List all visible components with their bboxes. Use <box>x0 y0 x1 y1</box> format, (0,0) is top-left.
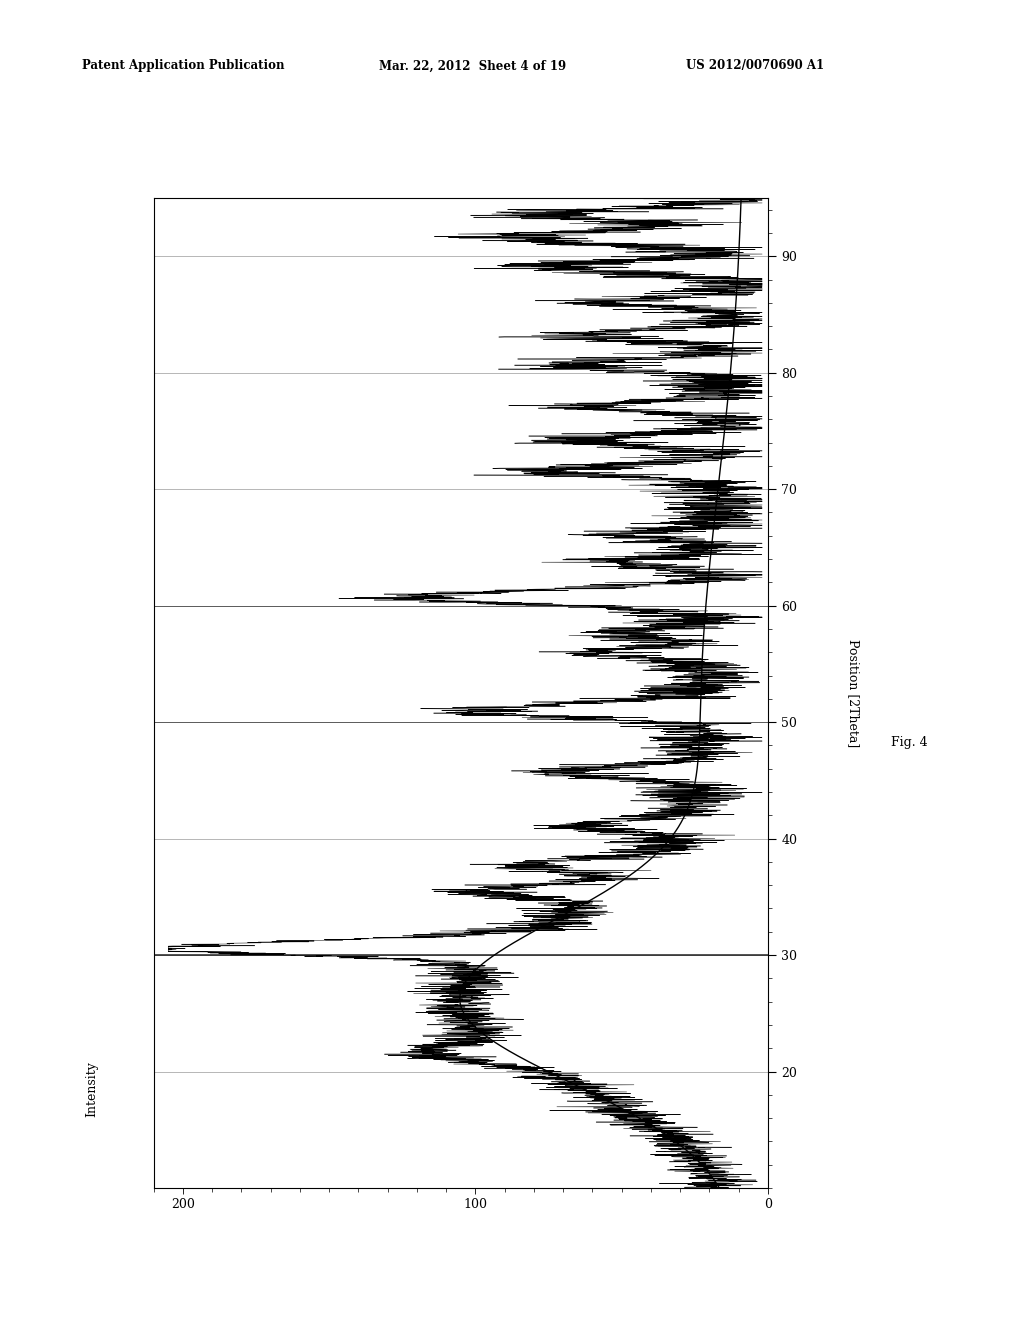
Text: Intensity: Intensity <box>86 1061 98 1117</box>
Text: Fig. 4: Fig. 4 <box>891 737 928 748</box>
Text: Mar. 22, 2012  Sheet 4 of 19: Mar. 22, 2012 Sheet 4 of 19 <box>379 59 566 73</box>
Y-axis label: Position [2Theta]: Position [2Theta] <box>847 639 860 747</box>
Text: US 2012/0070690 A1: US 2012/0070690 A1 <box>686 59 824 73</box>
Text: Patent Application Publication: Patent Application Publication <box>82 59 285 73</box>
